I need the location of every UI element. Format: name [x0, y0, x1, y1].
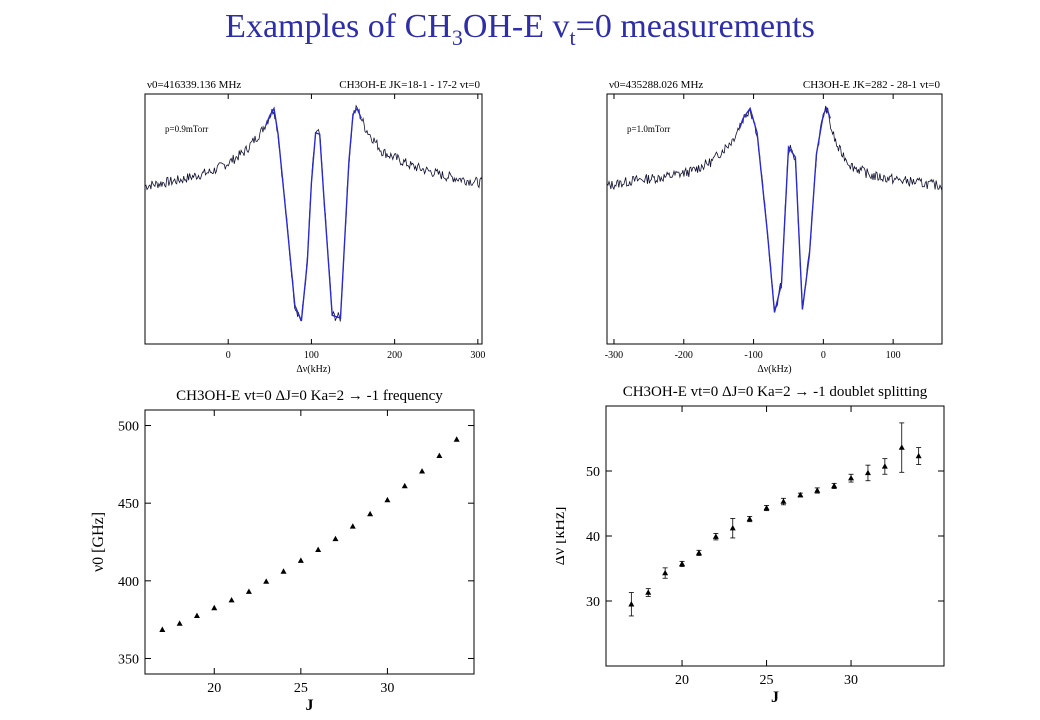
pressure-annotation: p=0.9mTorr — [165, 124, 208, 134]
data-point — [419, 468, 426, 474]
data-point — [679, 560, 686, 567]
data-point — [746, 515, 753, 522]
data-point — [831, 482, 838, 489]
x-axis-label: J — [771, 689, 779, 706]
spectrum-trace — [606, 105, 943, 309]
data-point — [349, 523, 356, 529]
data-point — [401, 482, 408, 489]
y-tick-label: 50 — [586, 465, 600, 480]
data-point — [367, 510, 374, 517]
x-tick-label: -100 — [744, 350, 762, 361]
data-point — [763, 504, 770, 511]
frequency-plot: CH3OH-E vt=0 ΔJ=0 Ka=2 → -1 frequency 20 2… — [84, 386, 504, 720]
data-point — [453, 436, 460, 442]
y-tick-label: 450 — [118, 497, 139, 512]
x-tick-label: 30 — [380, 681, 394, 696]
plot-frame — [144, 93, 483, 345]
x-tick-label: 20 — [207, 681, 221, 696]
data-point — [848, 474, 855, 481]
header-right: CH3OH-E JK=18-1 - 17-2 vt=0 — [339, 79, 480, 91]
data-point — [814, 487, 821, 493]
x-tick-label: 100 — [886, 350, 901, 361]
x-tick-label: 30 — [844, 673, 858, 688]
x-axis-label: Δν(kHz) — [757, 364, 791, 375]
x-tick-label: 300 — [470, 350, 485, 361]
header-right: CH3OH-E JK=282 - 28-1 vt=0 — [803, 79, 941, 91]
data-point — [263, 578, 270, 584]
x-tick-label: 100 — [304, 350, 319, 361]
data-point — [628, 601, 635, 607]
data-point — [159, 626, 166, 632]
x-tick-label: 200 — [387, 350, 402, 361]
x-tick-label: 25 — [760, 673, 774, 688]
spectrum-plot-left: ν0=416339.136 MHz CH3OH-E JK=18-1 - 17-2 … — [120, 72, 502, 388]
plot-frame — [605, 405, 945, 667]
fit-curve — [738, 106, 831, 313]
splitting-plot-title: CH3OH-E vt=0 ΔJ=0 Ka=2 → -1 doublet spli… — [623, 384, 928, 400]
spectrum-plot-right-svg: ν0=435288.026 MHz CH3OH-E JK=282 - 28-1 v… — [605, 79, 943, 375]
plot-frame — [144, 409, 475, 675]
data-point — [436, 452, 443, 459]
x-tick-label: 0 — [226, 350, 231, 361]
splitting-plot-svg: CH3OH-E vt=0 ΔJ=0 Ka=2 → -1 doublet spli… — [556, 384, 945, 706]
x-tick-label: -200 — [675, 350, 693, 361]
data-point — [881, 463, 888, 469]
data-point — [228, 597, 235, 603]
data-point — [332, 535, 339, 542]
data-point — [193, 612, 200, 618]
pressure-annotation: p=1.0mTorr — [627, 124, 670, 134]
data-point — [797, 491, 804, 498]
frequency-plot-svg: CH3OH-E vt=0 ΔJ=0 Ka=2 → -1 frequency 20 2… — [90, 388, 475, 714]
x-axis-label: J — [306, 697, 314, 714]
data-point — [695, 549, 702, 556]
spectrum-trace — [144, 104, 483, 322]
data-point — [780, 498, 787, 504]
x-tick-label: 25 — [294, 681, 308, 696]
plot-frame — [606, 93, 943, 345]
data-point — [864, 469, 871, 476]
spectrum-plot-left-svg: ν0=416339.136 MHz CH3OH-E JK=18-1 - 17-2 … — [144, 79, 485, 375]
data-point — [712, 533, 719, 539]
x-axis-label: Δν(kHz) — [296, 364, 330, 375]
data-point — [297, 557, 304, 563]
y-axis-label: ν0 [GHz] — [90, 512, 107, 572]
data-point — [211, 604, 218, 611]
y-tick-label: 400 — [118, 575, 139, 590]
y-tick-label: 30 — [586, 595, 600, 610]
data-point — [645, 589, 652, 595]
data-point — [315, 546, 322, 552]
y-tick-label: 350 — [118, 652, 139, 667]
slide-title: Examples of CH3OH-E vt=0 measurements — [225, 8, 815, 50]
data-point — [245, 588, 252, 594]
frequency-plot-title: CH3OH-E vt=0 ΔJ=0 Ka=2 → -1 frequency — [176, 388, 443, 404]
splitting-plot: CH3OH-E vt=0 ΔJ=0 Ka=2 → -1 doublet spli… — [556, 380, 956, 720]
x-tick-label: 20 — [675, 673, 689, 688]
fit-curve — [265, 106, 362, 322]
y-tick-label: 500 — [118, 420, 139, 435]
data-point — [384, 496, 391, 503]
data-point — [915, 452, 922, 459]
data-point — [176, 620, 183, 626]
data-point — [898, 444, 905, 450]
header-left: ν0=435288.026 MHz — [609, 79, 703, 91]
header-left: ν0=416339.136 MHz — [147, 79, 241, 91]
data-point — [280, 568, 287, 574]
spectrum-plot-right: ν0=435288.026 MHz CH3OH-E JK=282 - 28-1 v… — [590, 72, 975, 388]
x-tick-label: 0 — [821, 350, 826, 361]
data-point — [729, 525, 736, 531]
y-tick-label: 40 — [586, 530, 600, 545]
x-tick-label: -300 — [605, 350, 623, 361]
y-axis-label: Δν [kHz] — [556, 507, 568, 566]
data-point — [662, 569, 669, 576]
